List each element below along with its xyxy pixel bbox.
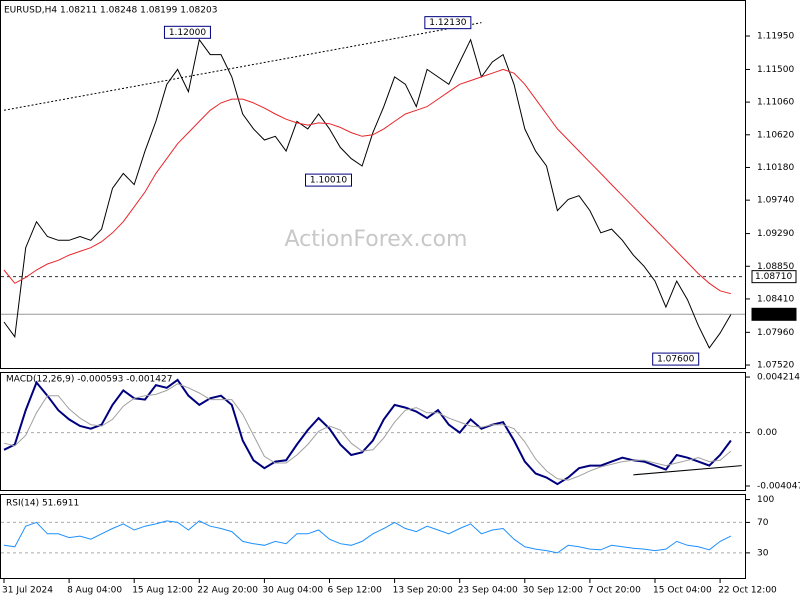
trend-line <box>633 465 742 476</box>
level-label: 1.08710 <box>755 272 792 282</box>
x-tick-label: 15 Aug 12:00 <box>132 586 193 596</box>
annotation-label: 1.12000 <box>169 28 206 38</box>
y-tick-label: 1.11060 <box>757 98 794 108</box>
y-tick-label: 1.07520 <box>757 361 794 371</box>
x-tick-label: 22 Aug 20:00 <box>197 586 258 596</box>
annotation-box <box>652 352 700 366</box>
macd-frame <box>0 372 746 491</box>
rsi-title: RSI(14) 51.6911 <box>6 499 79 509</box>
x-tick-label: 23 Sep 04:00 <box>458 586 518 596</box>
annotation-label: 1.10010 <box>310 176 347 186</box>
annotation-box <box>424 16 472 30</box>
y-tick-label: 70 <box>757 518 769 528</box>
series-line <box>3 378 732 486</box>
annotation-box <box>305 173 352 187</box>
y-tick-label: 1.10180 <box>757 163 794 173</box>
y-tick-label: 1.09290 <box>757 229 794 239</box>
y-tick-label: 100 <box>757 495 774 505</box>
x-tick-label: 7 Oct 20:00 <box>588 586 641 596</box>
watermark: ActionForex.com <box>285 227 468 252</box>
annotation-box <box>163 25 211 39</box>
level-label: 1.08203 <box>755 310 792 320</box>
y-tick-label: -0.004047 <box>757 482 800 492</box>
y-tick-label: 1.07960 <box>757 328 794 338</box>
series-line <box>3 383 732 481</box>
x-tick-label: 30 Aug 04:00 <box>262 586 323 596</box>
y-tick-label: 1.08850 <box>757 262 794 272</box>
y-tick-label: 1.09740 <box>757 196 794 206</box>
x-tick-label: 15 Oct 04:00 <box>653 586 712 596</box>
x-tick-label: 13 Sep 20:00 <box>393 586 453 596</box>
y-tick-label: 0.00 <box>757 428 777 438</box>
annotation-label: 1.07600 <box>657 355 694 365</box>
annotation-label: 1.12130 <box>429 18 466 28</box>
x-tick-label: 6 Sep 12:00 <box>328 586 383 596</box>
series-line <box>3 520 732 554</box>
y-tick-label: 1.10620 <box>757 130 794 140</box>
x-tick-label: 31 Jul 2024 <box>2 586 53 596</box>
y-tick-label: 1.11500 <box>757 65 794 75</box>
level-label-box <box>751 307 797 321</box>
level-label-box <box>751 270 797 284</box>
y-tick-label: 1.11950 <box>757 32 794 42</box>
y-tick-label: 1.08410 <box>757 294 794 304</box>
y-tick-label: 0.004214 <box>757 373 800 383</box>
main-frame <box>0 0 746 369</box>
series-line <box>3 38 732 349</box>
trend-line <box>3 22 482 111</box>
macd-title: MACD(12,26,9) -0.000593 -0.001427 <box>6 375 172 385</box>
x-tick-label: 22 Oct 12:00 <box>718 586 777 596</box>
y-tick-label: 30 <box>757 548 769 558</box>
chart-title: EURUSD,H4 1.08211 1.08248 1.08199 1.0820… <box>4 6 217 16</box>
x-tick-label: 8 Aug 04:00 <box>67 586 122 596</box>
x-tick-label: 30 Sep 12:00 <box>523 586 583 596</box>
series-line <box>3 68 732 295</box>
rsi-frame <box>0 494 746 579</box>
